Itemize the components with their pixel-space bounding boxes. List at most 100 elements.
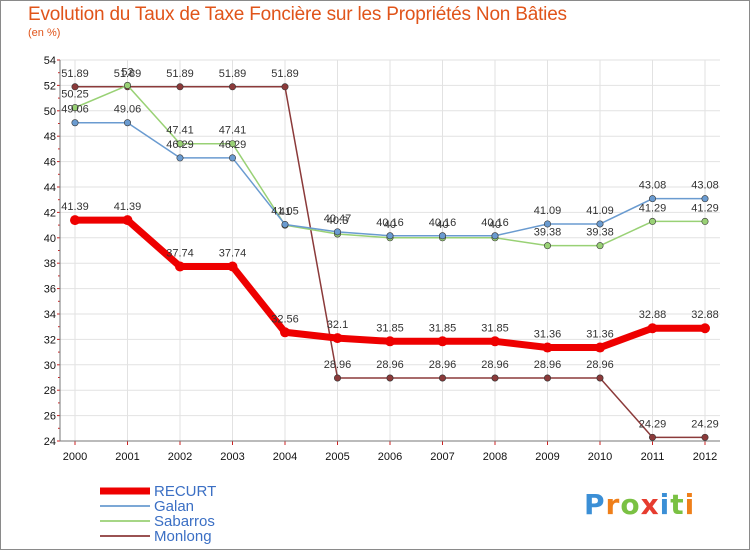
x-tick-label: 2011 [641,451,665,463]
data-label-galan: 40.16 [481,217,509,229]
y-tick-label: 52 [44,80,56,92]
x-tick-label: 2012 [693,451,717,463]
data-label-recurt: 37.74 [166,248,194,260]
data-point-recurt [542,342,553,353]
data-point-recurt [280,327,290,338]
y-tick-label: 38 [44,258,56,270]
data-label-galan: 40.16 [376,217,404,229]
data-label-monlong: 28.96 [534,359,562,371]
data-label-sabarros: 50.25 [61,89,89,101]
data-label-monlong: 28.96 [586,359,614,371]
data-label-monlong: 51.89 [271,68,299,80]
y-tick-label: 26 [44,411,56,423]
y-tick-label: 28 [44,385,56,397]
data-label-monlong: 51.89 [166,68,194,80]
data-label-monlong: 24.29 [691,418,719,430]
x-tick-label: 2003 [220,451,244,463]
data-label-sabarros: 40 [384,219,396,231]
data-label-galan: 46.29 [166,139,194,151]
data-point-recurt [227,261,238,272]
data-label-recurt: 41.39 [114,201,142,213]
y-tick-label: 24 [44,436,56,448]
data-label-sabarros: 40.3 [327,215,348,227]
data-label-galan: 49.06 [114,104,142,116]
data-label-recurt: 31.85 [429,322,457,334]
legend-label-galan: Galan [154,498,194,515]
data-label-recurt: 32.56 [271,313,299,325]
data-point-monlong [648,433,656,441]
data-point-sabarros [701,217,709,225]
y-tick-label: 48 [44,131,56,143]
data-point-galan [281,220,289,228]
data-label-sabarros: 47.41 [166,125,194,137]
legend-label-recurt: RECURT [154,483,216,500]
data-point-galan [333,228,341,236]
data-point-galan [71,119,79,127]
data-point-monlong [596,374,604,382]
y-tick-label: 42 [44,207,56,219]
data-label-sabarros: 41 [279,206,291,218]
data-point-monlong [71,83,79,91]
series-group [70,81,710,441]
data-label-sabarros: 52 [121,66,133,78]
x-tick-label: 2010 [588,451,612,463]
axes: 24 26 28 30 32 34 36 38 40 42 44 46 48 50 52 54 2000 2001… [44,55,720,463]
data-label-galan: 40.16 [429,217,457,229]
data-point-galan [438,232,446,240]
y-tick-label: 44 [44,182,56,194]
data-point-recurt [490,336,500,347]
data-label-recurt: 31.85 [481,322,509,334]
data-label-monlong: 28.96 [429,359,457,371]
data-label-sabarros: 41.29 [691,202,719,214]
data-point-monlong [229,83,237,91]
y-tick-label: 32 [44,334,56,346]
logo-letter: t [670,488,685,521]
y-tick-label: 54 [44,55,56,67]
data-label-recurt: 32.88 [691,309,719,321]
data-point-sabarros [648,217,656,225]
data-labels: 41.39 41.39 37.74 37.74 32.56 32.1 31.85 31.85 3… [61,66,719,430]
chart-subtitle: (en %) [28,27,61,39]
data-point-sabarros [229,140,237,148]
x-tick-label: 2007 [430,451,454,463]
x-tick-label: 2001 [115,451,139,463]
data-point-recurt [332,333,343,344]
data-label-galan: 46.29 [219,139,247,151]
proxiti-logo: Proxiti [584,488,695,521]
logo-letter: P [584,488,606,521]
data-point-recurt [437,336,448,347]
data-label-galan: 49.06 [61,104,89,116]
data-point-recurt [175,261,185,272]
data-point-recurt [122,215,133,226]
data-point-sabarros [596,242,604,250]
data-point-galan [491,232,499,240]
data-label-galan: 43.08 [639,180,667,192]
data-point-monlong [386,374,394,382]
data-point-galan [543,220,551,228]
data-label-galan: 40.47 [324,213,352,225]
chart-title: Evolution du Taux de Taxe Foncière sur l… [28,4,567,25]
data-label-recurt: 37.74 [219,248,247,260]
data-point-galan [596,220,604,228]
logo-letter: x [640,488,660,521]
data-point-sabarros [176,140,184,148]
data-label-monlong: 51.89 [219,68,247,80]
data-point-sabarros [124,81,132,89]
x-tick-label: 2004 [273,451,297,463]
x-tick-label: 2009 [535,451,559,463]
legend-label-monlong: Monlong [154,528,212,545]
data-point-monlong [281,83,289,91]
data-label-sabarros: 39.38 [534,227,562,239]
y-tick-label: 40 [44,233,56,245]
data-label-galan: 41.09 [586,205,614,217]
data-label-galan: 41.05 [271,205,299,217]
data-point-monlong [438,374,446,382]
data-point-monlong [333,374,341,382]
logo-letter: i [659,488,671,521]
data-label-recurt: 32.1 [327,319,348,331]
data-label-monlong: 24.29 [639,418,667,430]
data-point-galan [701,195,709,203]
